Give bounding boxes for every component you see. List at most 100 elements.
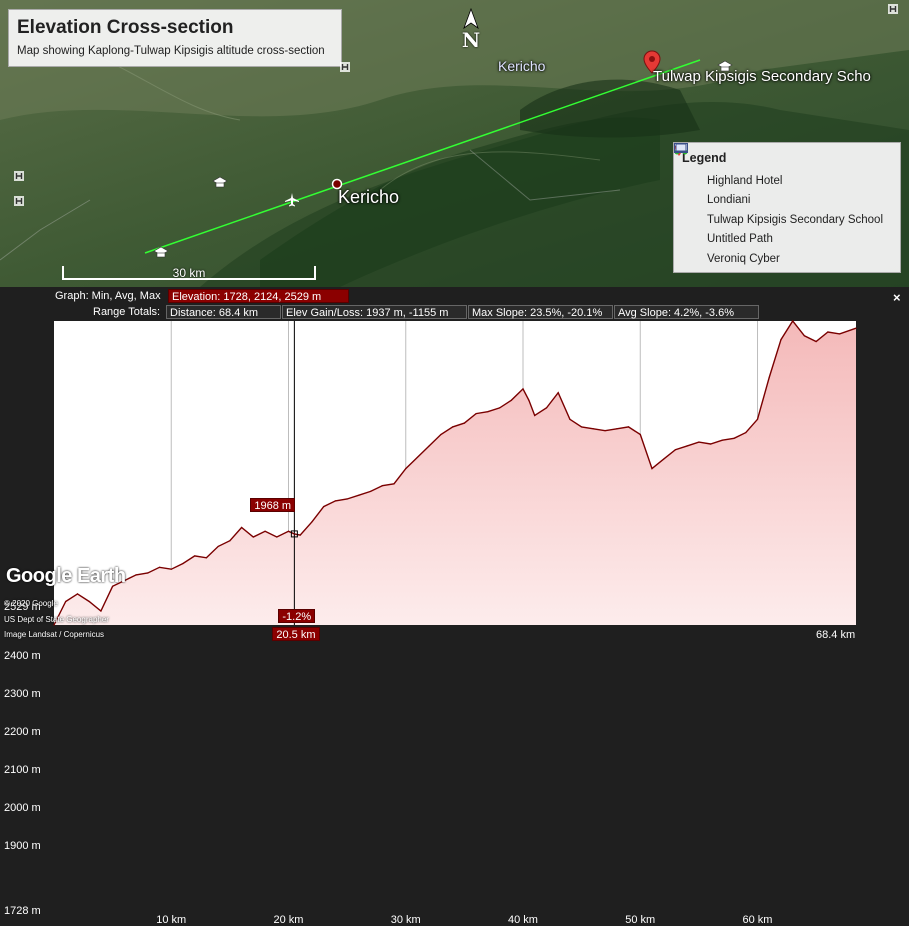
legend-label: Highland Hotel <box>707 174 783 187</box>
graph-label: Graph: Min, Avg, Max <box>55 290 161 302</box>
elevation-point <box>792 320 794 322</box>
legend-label: Londiani <box>707 194 751 207</box>
legend-item[interactable]: Veroniq Cyber <box>674 143 892 269</box>
y-tick-label: 2200 m <box>4 725 41 738</box>
y-tick-label: 2529 m <box>4 601 41 613</box>
x-tick-label: 30 km <box>390 914 421 926</box>
elevation-point <box>323 505 325 508</box>
elevation-point <box>381 485 383 487</box>
cursor-slope-tag: -1.2% <box>278 609 316 623</box>
credit-line: Image Landsat / Copernicus <box>4 630 105 639</box>
elevation-point <box>112 585 114 587</box>
elevation-point <box>170 568 172 570</box>
place-kericho-top[interactable]: Kericho <box>498 58 546 74</box>
credit-line: © 2020 Google <box>4 599 58 608</box>
place-tulwap[interactable]: Tulwap Kipsigis Secondary Scho <box>653 68 871 85</box>
hotel-h-icon[interactable] <box>340 62 350 72</box>
elevation-point <box>229 540 231 542</box>
map-subtitle: Map showing Kaplong-Tulwap Kipsigis alti… <box>17 45 325 57</box>
elevation-point <box>135 574 137 576</box>
elevation-point <box>88 600 90 603</box>
elevation-point <box>510 399 512 401</box>
pin-icon <box>675 144 698 227</box>
elevation-point <box>53 624 55 626</box>
elevation-profile-panel: Graph: Min, Avg, Max Elevation: 1728, 21… <box>0 287 909 926</box>
elevation-point <box>475 413 477 415</box>
hotel-h-icon[interactable] <box>14 171 24 181</box>
elevation-point <box>498 407 501 409</box>
y-tick-label: 1728 m <box>4 905 41 917</box>
elevation-point <box>698 441 700 443</box>
legend-label: Veroniq Cyber <box>707 252 780 265</box>
elevation-point <box>639 433 641 436</box>
elevation-point <box>293 533 295 535</box>
elevation-point <box>287 530 290 532</box>
elevation-area <box>54 321 856 625</box>
x-tick-label: 20 km <box>273 914 304 926</box>
elevation-point <box>604 430 606 432</box>
elevation-point <box>440 433 442 436</box>
close-button[interactable]: × <box>893 290 901 305</box>
elevation-point <box>803 335 806 337</box>
max-slope-stat[interactable]: Max Slope: 23.5%, -20.1% <box>468 305 613 319</box>
elevation-point <box>733 437 735 439</box>
elevation-point <box>651 468 653 470</box>
range-totals-label: Range Totals: <box>93 306 161 318</box>
elevation-point <box>276 536 278 538</box>
elevation-point <box>581 426 583 428</box>
elevation-point <box>334 500 337 502</box>
elevation-point <box>241 526 243 529</box>
elevation-point <box>627 426 630 428</box>
elevation-stat[interactable]: Elevation: 1728, 2124, 2529 m <box>168 289 349 303</box>
legend-item[interactable]: Londiani <box>675 144 892 211</box>
elevation-point <box>522 388 524 390</box>
hotel-h-icon[interactable] <box>888 4 898 14</box>
legend-item[interactable]: Highland Hotel <box>674 143 892 191</box>
path-line <box>144 59 701 254</box>
elevation-point <box>205 557 208 559</box>
north-arrow[interactable]: N <box>459 8 483 56</box>
elevation-point <box>756 418 759 420</box>
north-arrow-icon <box>463 8 479 30</box>
y-tick-label: 2000 m <box>4 801 41 814</box>
elevation-point <box>557 392 559 394</box>
avg-slope-stat[interactable]: Avg Slope: 4.2%, -3.6% <box>614 305 759 319</box>
distance-stat[interactable]: Distance: 68.4 km <box>166 305 281 319</box>
cursor-marker <box>290 530 298 538</box>
elevation-point <box>780 338 782 341</box>
x-tick-label: 60 km <box>742 914 773 926</box>
place-kericho-main[interactable]: Kericho <box>338 187 400 207</box>
computer-icon <box>674 143 698 266</box>
bed-icon <box>674 143 698 188</box>
pin-icon[interactable] <box>643 50 661 74</box>
y-tick-label: 2300 m <box>4 687 41 700</box>
elevation-point <box>616 428 618 430</box>
elevation-point <box>545 407 548 409</box>
cursor-elevation-tag: 1968 m <box>250 498 296 512</box>
school-icon[interactable] <box>153 246 169 259</box>
elevation-point <box>264 530 266 532</box>
school-icon[interactable] <box>212 176 228 189</box>
elevation-point <box>463 422 465 424</box>
elevation-point <box>721 439 723 441</box>
y-tick-label: 2400 m <box>4 649 41 662</box>
elevation-point <box>768 376 770 379</box>
elevation-point <box>252 536 254 538</box>
elevation-chart[interactable] <box>0 287 909 644</box>
elevation-point <box>194 555 196 557</box>
elevation-point <box>393 483 395 485</box>
hotel-h-icon[interactable] <box>14 196 24 206</box>
elevation-point <box>815 340 817 343</box>
elevation-point <box>147 572 149 574</box>
legend-item[interactable]: Tulwap Kipsigis Secondary School <box>675 144 892 230</box>
legend-item[interactable]: Untitled Path <box>674 143 892 250</box>
elevation-point <box>663 458 665 460</box>
airport-icon[interactable] <box>284 193 300 207</box>
elevation-point <box>416 456 419 458</box>
satellite-map[interactable]: Elevation Cross-section Map showing Kapl… <box>0 0 909 287</box>
gain-loss-stat[interactable]: Elev Gain/Loss: 1937 m, -1155 m <box>282 305 467 319</box>
school-icon[interactable] <box>717 60 733 73</box>
dot-icon[interactable] <box>331 178 343 190</box>
legend-label: Tulwap Kipsigis Secondary School <box>707 213 883 226</box>
scale-label: 30 km <box>172 266 206 280</box>
